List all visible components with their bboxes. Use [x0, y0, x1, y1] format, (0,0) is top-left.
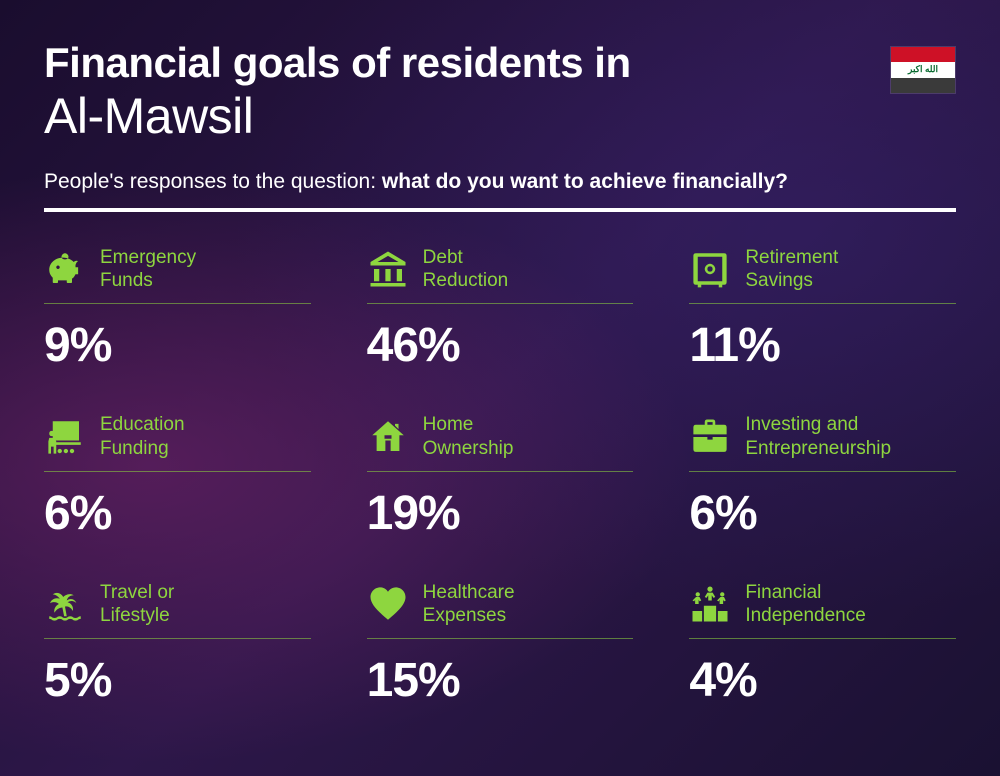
goal-head: HomeOwnership	[367, 413, 634, 472]
goal-label: Travel orLifestyle	[100, 581, 174, 629]
goal-head: Investing andEntrepreneurship	[689, 413, 956, 472]
goal-travel-lifestyle: Travel orLifestyle 5%	[44, 581, 311, 709]
goal-education-funding: EducationFunding 6%	[44, 413, 311, 541]
goal-label: Investing andEntrepreneurship	[745, 413, 891, 461]
goal-healthcare-expenses: HealthcareExpenses 15%	[367, 581, 634, 709]
goal-head: FinancialIndependence	[689, 581, 956, 640]
flag-script: الله اكبر	[891, 62, 955, 77]
goal-head: Travel orLifestyle	[44, 581, 311, 640]
goal-value: 19%	[367, 486, 634, 541]
goal-head: RetirementSavings	[689, 246, 956, 305]
piggy-bank-icon	[44, 248, 86, 290]
podium-icon	[689, 583, 731, 625]
goal-label: FinancialIndependence	[745, 581, 865, 629]
goal-investing-entrepreneurship: Investing andEntrepreneurship 6%	[689, 413, 956, 541]
goal-value: 6%	[44, 486, 311, 541]
goal-head: EducationFunding	[44, 413, 311, 472]
goal-label: DebtReduction	[423, 246, 509, 294]
header: Financial goals of residents in Al-Mawsi…	[44, 40, 956, 212]
goal-value: 5%	[44, 653, 311, 708]
goal-label: RetirementSavings	[745, 246, 838, 294]
goals-grid: EmergencyFunds 9% DebtReduction 46% Reti…	[44, 246, 956, 709]
goal-emergency-funds: EmergencyFunds 9%	[44, 246, 311, 374]
subtitle-plain: People's responses to the question:	[44, 170, 382, 193]
flag-stripe-red	[891, 47, 955, 62]
title-prefix: Financial goals of residents in	[44, 40, 956, 86]
bank-icon	[367, 248, 409, 290]
goal-head: EmergencyFunds	[44, 246, 311, 305]
goal-label: EducationFunding	[100, 413, 185, 461]
divider	[44, 208, 956, 212]
goal-label: EmergencyFunds	[100, 246, 196, 294]
goal-value: 46%	[367, 318, 634, 373]
flag-iraq: الله اكبر	[890, 46, 956, 94]
goal-head: HealthcareExpenses	[367, 581, 634, 640]
goal-label: HealthcareExpenses	[423, 581, 515, 629]
flag-stripe-black	[891, 78, 955, 93]
goal-head: DebtReduction	[367, 246, 634, 305]
goal-home-ownership: HomeOwnership 19%	[367, 413, 634, 541]
goal-value: 6%	[689, 486, 956, 541]
goal-value: 9%	[44, 318, 311, 373]
goal-value: 15%	[367, 653, 634, 708]
subtitle: People's responses to the question: what…	[44, 170, 956, 194]
house-icon	[367, 416, 409, 458]
goal-value: 11%	[689, 318, 956, 373]
goal-debt-reduction: DebtReduction 46%	[367, 246, 634, 374]
goal-financial-independence: FinancialIndependence 4%	[689, 581, 956, 709]
goal-label: HomeOwnership	[423, 413, 514, 461]
goal-retirement-savings: RetirementSavings 11%	[689, 246, 956, 374]
safe-icon	[689, 248, 731, 290]
palm-icon	[44, 583, 86, 625]
presentation-icon	[44, 416, 86, 458]
goal-value: 4%	[689, 653, 956, 708]
briefcase-icon	[689, 416, 731, 458]
title-city: Al-Mawsil	[44, 88, 956, 146]
subtitle-bold: what do you want to achieve financially?	[382, 170, 788, 193]
heart-pulse-icon	[367, 583, 409, 625]
